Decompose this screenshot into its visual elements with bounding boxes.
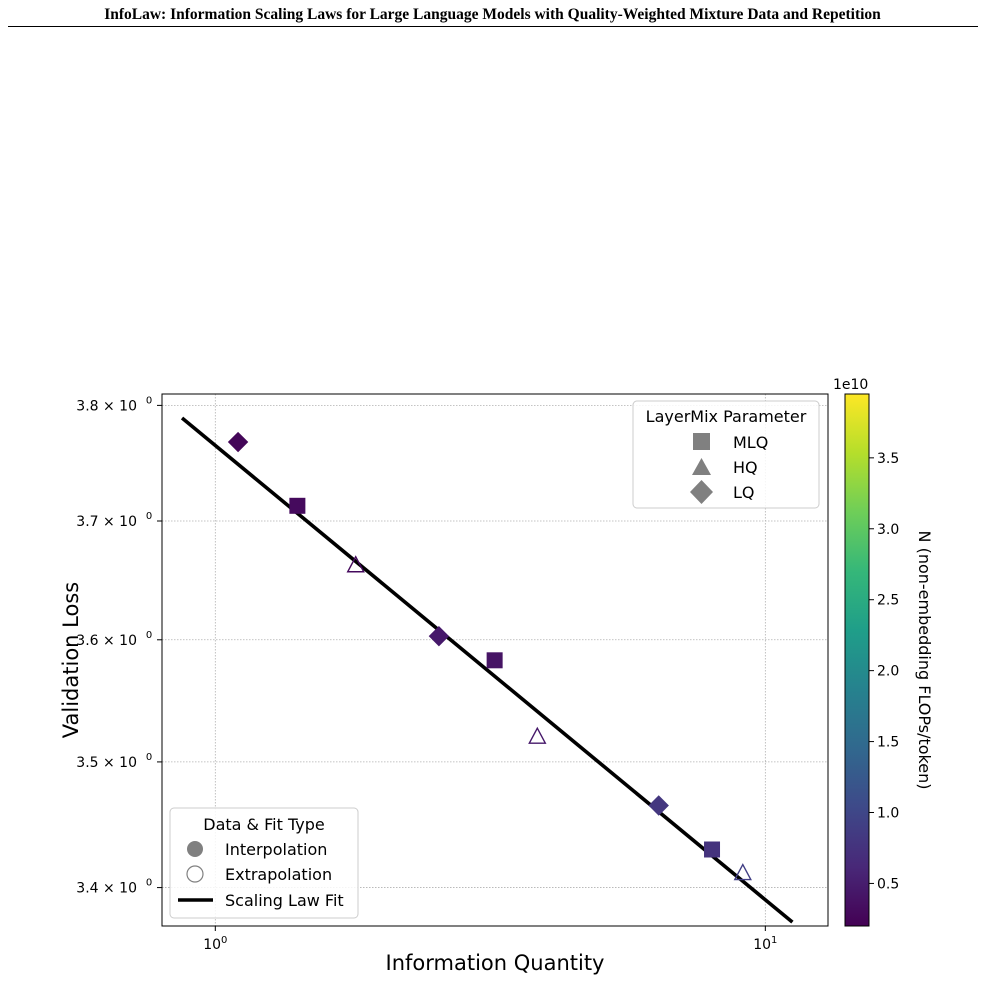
data-point-square	[486, 652, 503, 669]
data-point-triangle	[528, 726, 547, 744]
y-tick-exponent: 0	[146, 878, 152, 889]
running-header: InfoLaw: Information Scaling Laws for La…	[104, 6, 881, 23]
data-point-diamond	[648, 795, 669, 816]
plot-frame	[161, 393, 829, 927]
data-point-triangle	[346, 555, 365, 573]
colorbar-tick-label: 2.5	[877, 593, 899, 609]
x-tick-label: 101	[753, 935, 777, 953]
legend-entry-interpolation: Interpolation	[225, 840, 327, 859]
y-tick-label: 3.4 × 10	[76, 881, 137, 897]
colorbar-tick-label: 1.5	[877, 735, 899, 751]
data-point-triangle	[733, 863, 752, 881]
fit-line-layer	[180, 416, 794, 924]
y-tick-exponent: 0	[146, 511, 152, 522]
data-points	[227, 431, 752, 881]
colorbar-tick-label: 1.0	[877, 806, 899, 822]
legend-layermix: LayerMix Parameter MLQ HQ LQ	[632, 400, 820, 509]
legend-open-circle-marker	[186, 865, 204, 883]
colorbar-tick-label: 3.5	[877, 451, 899, 467]
y-tick-exponent: 0	[146, 630, 152, 641]
colorbar: 0.5 1.0 1.5 2.0 2.5 3.0 3.5 1e10 N (non-embedd…	[833, 377, 934, 927]
scaling-law-fit-line	[180, 416, 794, 924]
colorbar-tick-label: 0.5	[877, 876, 899, 892]
colorbar-label: N (non-embedding FLOPs/token)	[915, 531, 934, 790]
data-point-square	[704, 841, 721, 858]
legend-entry-mlq: MLQ	[733, 433, 768, 452]
colorbar-ticks: 0.5 1.0 1.5 2.0 2.5 3.0 3.5	[869, 451, 899, 892]
colorbar-gradient	[844, 393, 870, 927]
legend-filled-circle-marker	[187, 841, 203, 857]
y-tick-label: 3.5 × 10	[76, 755, 137, 771]
legend-entry-extrapolation: Extrapolation	[225, 865, 332, 884]
x-axis-label: Information Quantity	[386, 951, 605, 975]
legend-triangle-marker	[692, 458, 711, 475]
axes-ticks: 100 101 3.4 × 10 0 3.5 × 10 0 3.6 × 10 0 3.7 × 1…	[76, 395, 777, 953]
colorbar-tick-label: 2.0	[877, 664, 899, 680]
data-point-diamond	[428, 625, 450, 647]
legend-entry-fit: Scaling Law Fit	[225, 891, 344, 910]
colorbar-offset-text: 1e10	[833, 377, 868, 393]
legend-layermix-title: LayerMix Parameter	[646, 407, 807, 426]
data-point-square	[289, 497, 306, 514]
y-tick-label: 3.6 × 10	[76, 633, 137, 649]
legend-data-fit: Data & Fit Type Interpolation Extrapolat…	[169, 807, 359, 919]
colorbar-tick-label: 3.0	[877, 522, 899, 538]
y-tick-label: 3.8 × 10	[76, 398, 137, 414]
y-tick-exponent: 0	[146, 395, 152, 406]
data-point-diamond	[227, 431, 249, 453]
legend-square-marker	[693, 433, 710, 450]
legend-datafit-title: Data & Fit Type	[203, 815, 324, 834]
x-tick-label: 100	[203, 935, 227, 953]
y-tick-label: 3.7 × 10	[76, 514, 137, 530]
legend-entry-lq: LQ	[733, 483, 755, 502]
header-rule	[8, 26, 978, 27]
y-tick-exponent: 0	[146, 752, 152, 763]
y-axis-label: Validation Loss	[59, 582, 83, 738]
legend-entry-hq: HQ	[733, 458, 758, 477]
legend-diamond-marker	[690, 480, 713, 504]
